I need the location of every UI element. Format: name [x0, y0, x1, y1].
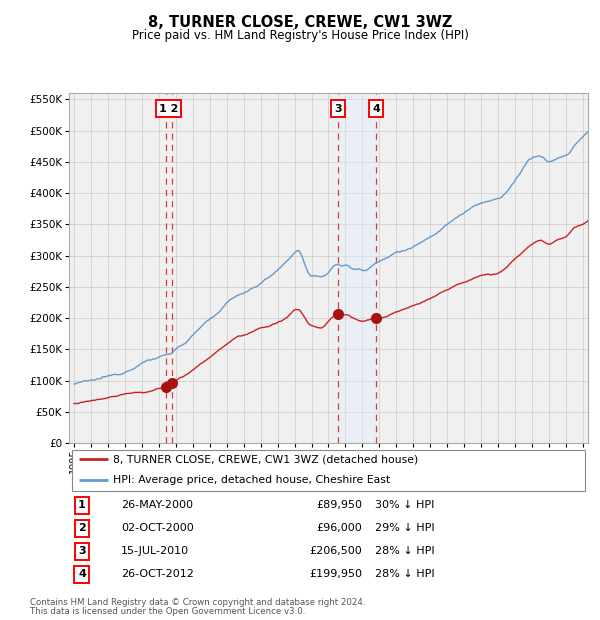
Text: This data is licensed under the Open Government Licence v3.0.: This data is licensed under the Open Gov…	[30, 608, 305, 616]
Text: 02-OCT-2000: 02-OCT-2000	[121, 523, 194, 533]
Text: 4: 4	[373, 104, 380, 113]
Text: 4: 4	[78, 569, 86, 579]
Text: Price paid vs. HM Land Registry's House Price Index (HPI): Price paid vs. HM Land Registry's House …	[131, 30, 469, 42]
Text: HPI: Average price, detached house, Cheshire East: HPI: Average price, detached house, Ches…	[113, 476, 390, 485]
Text: 26-OCT-2012: 26-OCT-2012	[121, 569, 194, 579]
Text: £206,500: £206,500	[310, 546, 362, 556]
Text: 28% ↓ HPI: 28% ↓ HPI	[375, 546, 435, 556]
Text: 3: 3	[78, 546, 86, 556]
Text: 3: 3	[334, 104, 341, 113]
Text: £89,950: £89,950	[316, 500, 362, 510]
Text: 30% ↓ HPI: 30% ↓ HPI	[375, 500, 434, 510]
Text: 2: 2	[78, 523, 86, 533]
Text: 15-JUL-2010: 15-JUL-2010	[121, 546, 189, 556]
Text: 29% ↓ HPI: 29% ↓ HPI	[375, 523, 435, 533]
Text: 8, TURNER CLOSE, CREWE, CW1 3WZ (detached house): 8, TURNER CLOSE, CREWE, CW1 3WZ (detache…	[113, 454, 418, 464]
FancyBboxPatch shape	[71, 450, 586, 491]
Text: Contains HM Land Registry data © Crown copyright and database right 2024.: Contains HM Land Registry data © Crown c…	[30, 598, 365, 607]
Text: 1: 1	[78, 500, 86, 510]
Text: 8, TURNER CLOSE, CREWE, CW1 3WZ: 8, TURNER CLOSE, CREWE, CW1 3WZ	[148, 16, 452, 30]
Text: £96,000: £96,000	[316, 523, 362, 533]
Bar	[338, 93, 376, 443]
Text: £199,950: £199,950	[309, 569, 362, 579]
Text: 1 2: 1 2	[159, 104, 178, 113]
Text: 28% ↓ HPI: 28% ↓ HPI	[375, 569, 435, 579]
Text: 26-MAY-2000: 26-MAY-2000	[121, 500, 193, 510]
